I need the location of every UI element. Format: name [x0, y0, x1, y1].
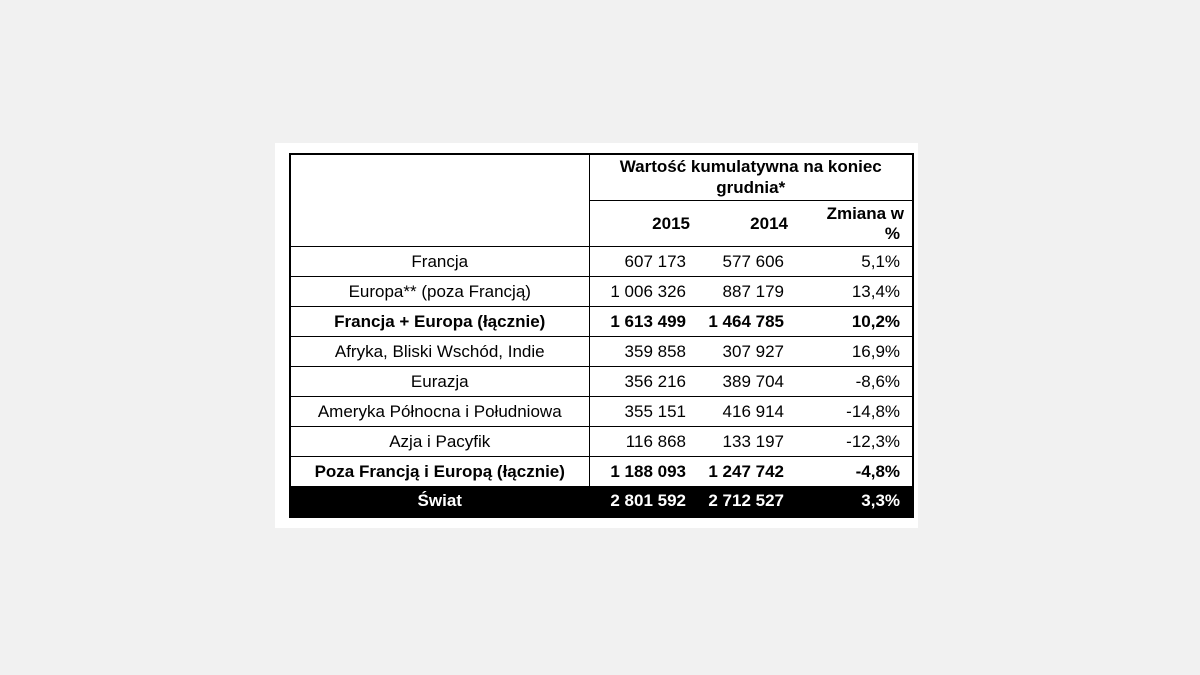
value-2015: 1 613 499 — [589, 306, 695, 337]
row-label: Świat — [290, 486, 590, 517]
header-group-cell: Wartość kumulatywna na koniec grudnia* — [589, 154, 913, 201]
table-row-azja-pacyfik: Azja i Pacyfik 116 868 133 197 -12,3% — [290, 426, 914, 457]
header-group-label: Wartość kumulatywna na koniec grudnia* — [619, 157, 882, 197]
header-empty-cell — [290, 154, 590, 247]
value-2014: 2 712 527 — [695, 486, 793, 517]
table-row-eurazja: Eurazja 356 216 389 704 -8,6% — [290, 366, 914, 397]
table-panel: Wartość kumulatywna na koniec grudnia* 2… — [275, 143, 918, 528]
value-2015: 116 868 — [589, 426, 695, 457]
change-percent: 5,1% — [793, 246, 914, 277]
header-columns-row: 2015 2014 Zmiana w % — [290, 200, 914, 247]
value-2015: 1 188 093 — [589, 456, 695, 487]
value-2014: 1 464 785 — [695, 306, 793, 337]
value-2014: 416 914 — [695, 396, 793, 427]
change-percent: 10,2% — [793, 306, 914, 337]
column-header-2015: 2015 — [589, 200, 695, 247]
table-row-francja-europa-total: Francja + Europa (łącznie) 1 613 499 1 4… — [290, 306, 914, 337]
value-2014: 307 927 — [695, 336, 793, 367]
change-percent: -8,6% — [793, 366, 914, 397]
column-header-change: Zmiana w % — [793, 200, 914, 247]
table-row-europa: Europa** (poza Francją) 1 006 326 887 17… — [290, 276, 914, 307]
row-label: Francja + Europa (łącznie) — [290, 306, 590, 337]
value-2015: 1 006 326 — [589, 276, 695, 307]
change-percent: 16,9% — [793, 336, 914, 367]
value-2015: 607 173 — [589, 246, 695, 277]
value-2014: 133 197 — [695, 426, 793, 457]
column-header-2014: 2014 — [695, 200, 793, 247]
value-2014: 887 179 — [695, 276, 793, 307]
change-percent: -12,3% — [793, 426, 914, 457]
row-label: Europa** (poza Francją) — [290, 276, 590, 307]
column-header-change-line1: Zmiana w — [826, 204, 905, 223]
row-label: Ameryka Północna i Południowa — [290, 396, 590, 427]
row-label: Poza Francją i Europą (łącznie) — [290, 456, 590, 487]
header-group-row: Wartość kumulatywna na koniec grudnia* — [290, 154, 913, 247]
table-row-ameryka: Ameryka Północna i Południowa 355 151 41… — [290, 396, 914, 427]
value-2015: 355 151 — [589, 396, 695, 427]
change-percent: 3,3% — [793, 486, 914, 517]
change-percent: -14,8% — [793, 396, 914, 427]
table-row-francja: Francja 607 173 577 606 5,1% — [290, 246, 914, 277]
row-label: Afryka, Bliski Wschód, Indie — [290, 336, 590, 367]
table-row-swiat-total: Świat 2 801 592 2 712 527 3,3% — [290, 486, 914, 517]
change-percent: 13,4% — [793, 276, 914, 307]
table-row-poza-francja-europa-total: Poza Francją i Europą (łącznie) 1 188 09… — [290, 456, 914, 487]
column-header-change-line2: % — [884, 224, 901, 243]
change-percent: -4,8% — [793, 456, 914, 487]
row-label: Azja i Pacyfik — [290, 426, 590, 457]
value-2014: 389 704 — [695, 366, 793, 397]
value-2015: 359 858 — [589, 336, 695, 367]
row-label: Eurazja — [290, 366, 590, 397]
value-2014: 577 606 — [695, 246, 793, 277]
row-label: Francja — [290, 246, 590, 277]
value-2014: 1 247 742 — [695, 456, 793, 487]
value-2015: 356 216 — [589, 366, 695, 397]
value-2015: 2 801 592 — [589, 486, 695, 517]
cumulative-values-table: Wartość kumulatywna na koniec grudnia* 2… — [289, 153, 915, 518]
table-row-afryka: Afryka, Bliski Wschód, Indie 359 858 307… — [290, 336, 914, 367]
